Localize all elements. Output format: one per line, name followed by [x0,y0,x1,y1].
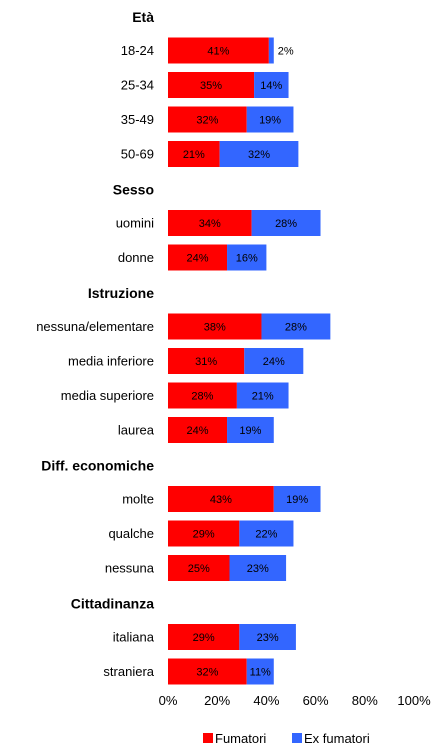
category-label: qualche [108,526,154,541]
category-label: 25-34 [121,78,154,93]
bar-ex-fumatori [251,210,321,236]
data-label: 38% [204,322,226,334]
x-tick-label: 80% [352,693,378,708]
data-label: 11% [250,667,271,679]
legend-swatch-ex-fumatori [292,733,302,743]
x-tick-label: 100% [397,693,431,708]
x-tick-label: 40% [253,693,279,708]
category-label: uomini [116,216,154,231]
category-label: media inferiore [68,354,154,369]
data-label: 19% [259,115,281,127]
legend-label: Ex fumatori [304,731,370,746]
group-heading: Età [132,9,154,25]
group-heading: Diff. economiche [41,458,154,474]
group-heading: Istruzione [88,285,154,301]
data-label: 32% [196,667,218,679]
data-label: 22% [255,529,277,541]
data-label: 21% [183,149,205,161]
data-label: 16% [236,253,258,265]
bar-ex-fumatori [254,72,289,98]
bar-ex-fumatori [268,37,274,64]
data-label: 24% [263,356,285,368]
bar-fumatori [168,141,220,167]
bar-fumatori [168,244,228,271]
legend-swatch-fumatori [203,733,213,743]
category-label: 35-49 [121,112,154,127]
category-label: straniera [103,664,154,679]
bar-ex-fumatori [227,244,267,271]
bar-ex-fumatori [239,624,296,650]
data-label: 32% [248,149,270,161]
data-label: 19% [239,425,261,437]
category-label: 18-24 [121,43,154,58]
data-label: 28% [285,322,307,334]
x-tick-label: 0% [159,693,178,708]
bar-fumatori [168,106,247,133]
category-label: 50-69 [121,147,154,162]
bar-fumatori [168,313,262,340]
bar-fumatori [168,72,255,98]
bar-ex-fumatori [246,658,274,685]
legend-label: Fumatori [215,731,266,746]
data-label: 41% [207,46,229,58]
category-label: nessuna/elementare [36,319,154,334]
bar-fumatori [168,210,252,236]
bar-fumatori [168,555,230,581]
group-heading: Cittadinanza [71,596,154,612]
bar-ex-fumatori [236,382,289,409]
data-label: 25% [188,563,210,575]
bar-fumatori [168,382,237,409]
data-label: 32% [196,115,218,127]
category-label: nessuna [105,561,155,576]
category-label: donne [118,250,154,265]
data-label: 29% [193,529,215,541]
data-label: 19% [286,494,308,506]
data-label: 28% [191,391,213,403]
data-label: 14% [260,80,282,92]
bar-ex-fumatori [219,141,299,167]
bar-fumatori [168,520,240,547]
bar-fumatori [168,37,269,64]
category-label: molte [122,492,154,507]
data-label: 31% [195,356,217,368]
data-label: 23% [257,632,279,644]
bar-fumatori [168,486,274,512]
data-label: 35% [200,80,222,92]
bar-ex-fumatori [246,106,294,133]
bar-fumatori [168,624,240,650]
data-label: 21% [252,391,274,403]
bar-fumatori [168,417,228,443]
data-label: 34% [199,218,221,230]
bar-ex-fumatori [227,417,274,443]
bar-ex-fumatori [244,348,304,374]
bar-ex-fumatori [239,520,294,547]
category-label: media superiore [61,388,154,403]
group-heading: Sesso [113,182,154,198]
data-label: 2% [278,46,294,58]
data-label: 24% [187,425,209,437]
x-tick-label: 60% [303,693,329,708]
data-label: 28% [275,218,297,230]
bar-ex-fumatori [229,555,287,581]
category-label: italiana [113,630,155,645]
bar-fumatori [168,348,245,374]
data-label: 43% [210,494,232,506]
category-label: laurea [118,423,155,438]
data-label: 23% [247,563,269,575]
bar-fumatori [168,658,247,685]
data-label: 24% [187,253,209,265]
data-label: 29% [193,632,215,644]
x-tick-label: 20% [204,693,230,708]
bar-ex-fumatori [273,486,321,512]
bar-ex-fumatori [261,313,331,340]
